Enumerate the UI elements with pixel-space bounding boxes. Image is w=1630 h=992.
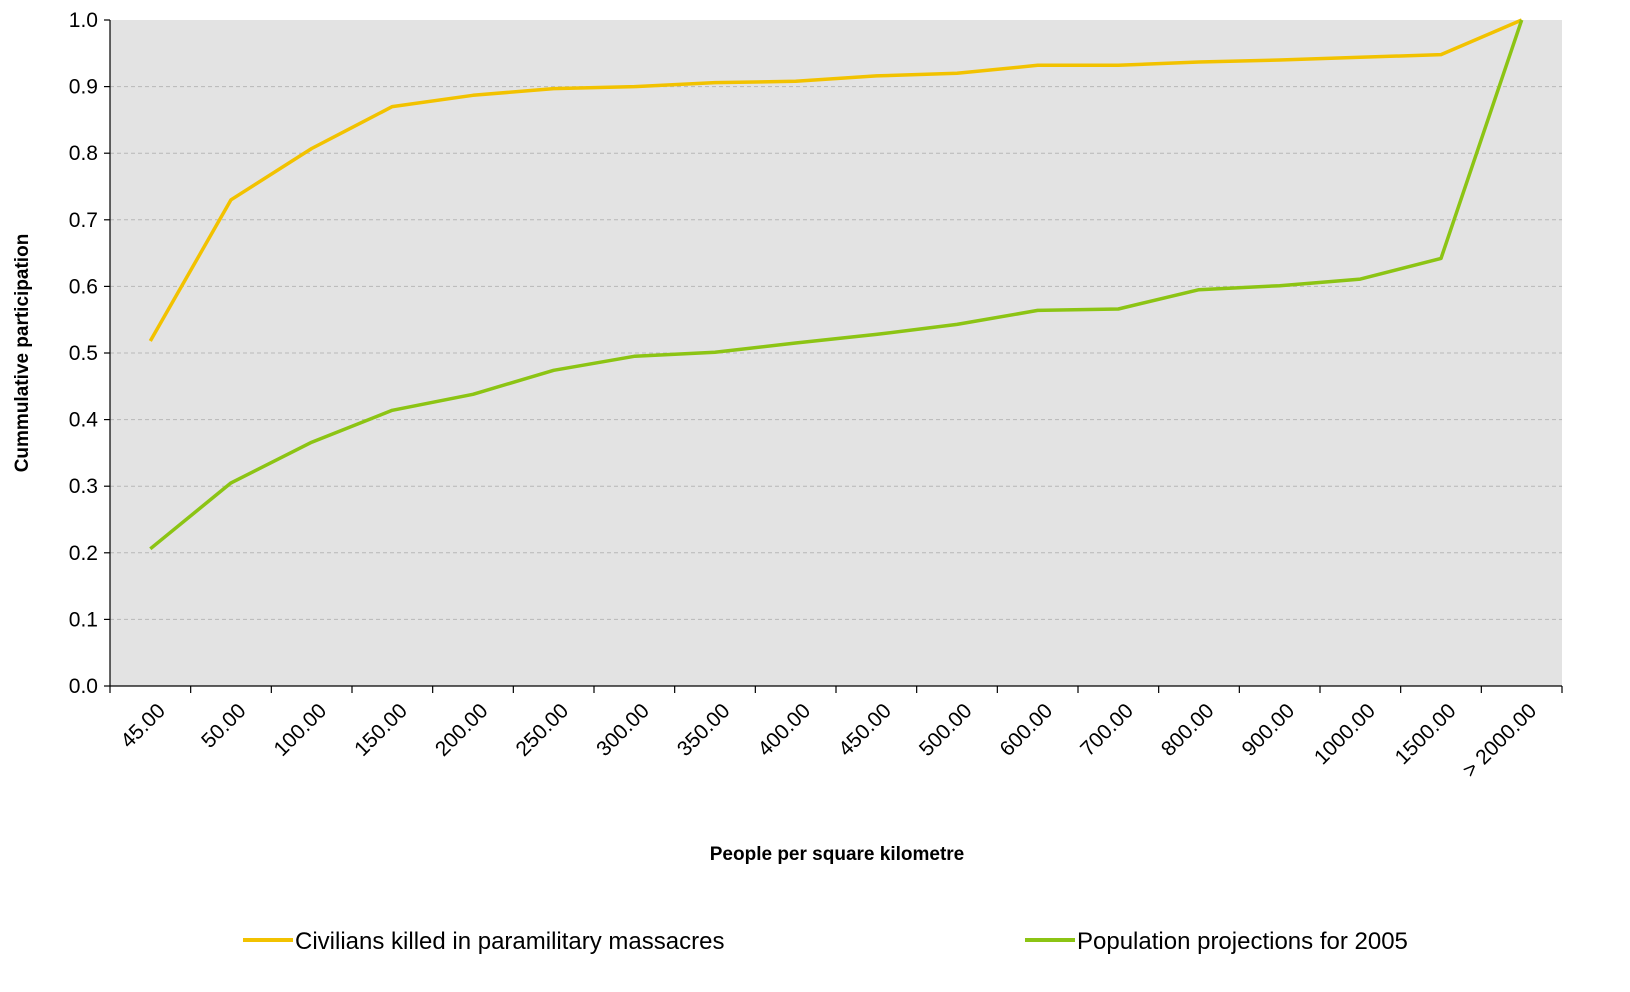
x-tick-label: > 2000.00 <box>1458 699 1541 782</box>
axes <box>104 19 1563 693</box>
x-tick-label: 600.00 <box>996 699 1058 761</box>
x-tick-label: 350.00 <box>673 699 735 761</box>
series-line-1 <box>148 18 1523 342</box>
legend-label-2: Population projections for 2005 <box>1077 928 1408 955</box>
x-tick-label: 500.00 <box>915 699 977 761</box>
y-tick-label: 1.0 <box>69 9 98 32</box>
y-tick-label: 0.2 <box>69 542 98 565</box>
series-lines <box>148 18 1524 551</box>
y-tick-label: 0.8 <box>69 142 98 165</box>
x-tick-label: 300.00 <box>592 699 654 761</box>
y-tick-label: 0.6 <box>69 275 98 298</box>
x-tick-label: 250.00 <box>512 699 574 761</box>
x-tick-label: 45.00 <box>116 699 169 752</box>
gridlines <box>110 86 1562 620</box>
y-tick-label: 0.7 <box>69 209 98 232</box>
x-tick-label: 700.00 <box>1076 699 1138 761</box>
x-tick-label: 200.00 <box>431 699 493 761</box>
x-tick-label: 800.00 <box>1157 699 1219 761</box>
x-tick-label: 450.00 <box>834 699 896 761</box>
x-axis-title: People per square kilometre <box>710 844 965 865</box>
y-tick-label: 0.3 <box>69 475 98 498</box>
legend: Civilians killed in paramilitary massacr… <box>243 928 1408 955</box>
y-tick-label: 0.1 <box>69 608 98 631</box>
x-tick-label: 1500.00 <box>1391 699 1461 769</box>
x-tick-label: 50.00 <box>197 699 250 752</box>
x-tick-label: 100.00 <box>270 699 332 761</box>
x-tick-label: 150.00 <box>350 699 412 761</box>
y-tick-label: 0.4 <box>69 409 99 432</box>
x-tick-labels: 45.00 50.00 100.00 150.00 200.00 250.00 300.00… <box>116 699 1541 782</box>
series-line-2 <box>149 19 1524 551</box>
y-tick-labels: 0.0 0.1 0.2 0.3 0.4 0.5 0.6 0.7 0.8 0.9 1.0 <box>69 9 99 698</box>
y-axis-title: Cummulative participation <box>12 234 33 473</box>
x-tick-label: 400.00 <box>754 699 816 761</box>
y-tick-label: 0.9 <box>69 76 98 99</box>
x-tick-label: 900.00 <box>1238 699 1300 761</box>
legend-label-1: Civilians killed in paramilitary massacr… <box>295 928 724 955</box>
y-tick-label: 0.0 <box>69 675 98 698</box>
y-tick-label: 0.5 <box>69 342 98 365</box>
x-tick-label: 1000.00 <box>1310 699 1380 769</box>
